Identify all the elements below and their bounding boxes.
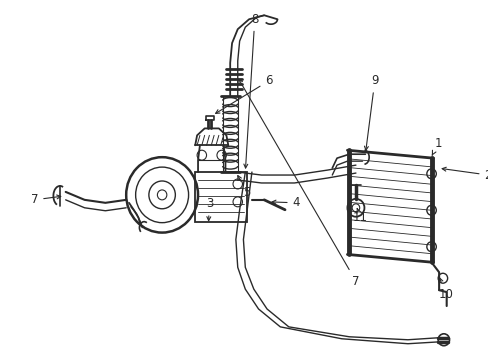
Text: 6: 6 [215, 74, 272, 113]
Text: 9: 9 [364, 74, 378, 150]
FancyBboxPatch shape [195, 172, 247, 222]
Text: 11: 11 [352, 208, 367, 224]
Text: 5: 5 [237, 176, 250, 199]
Text: 8: 8 [244, 13, 258, 168]
Text: 7: 7 [31, 193, 61, 206]
Text: 1: 1 [431, 137, 441, 155]
Text: 7: 7 [238, 79, 359, 288]
Text: 2: 2 [441, 167, 488, 181]
Text: 3: 3 [205, 197, 213, 221]
Text: 4: 4 [271, 196, 300, 209]
Text: 10: 10 [437, 278, 452, 301]
